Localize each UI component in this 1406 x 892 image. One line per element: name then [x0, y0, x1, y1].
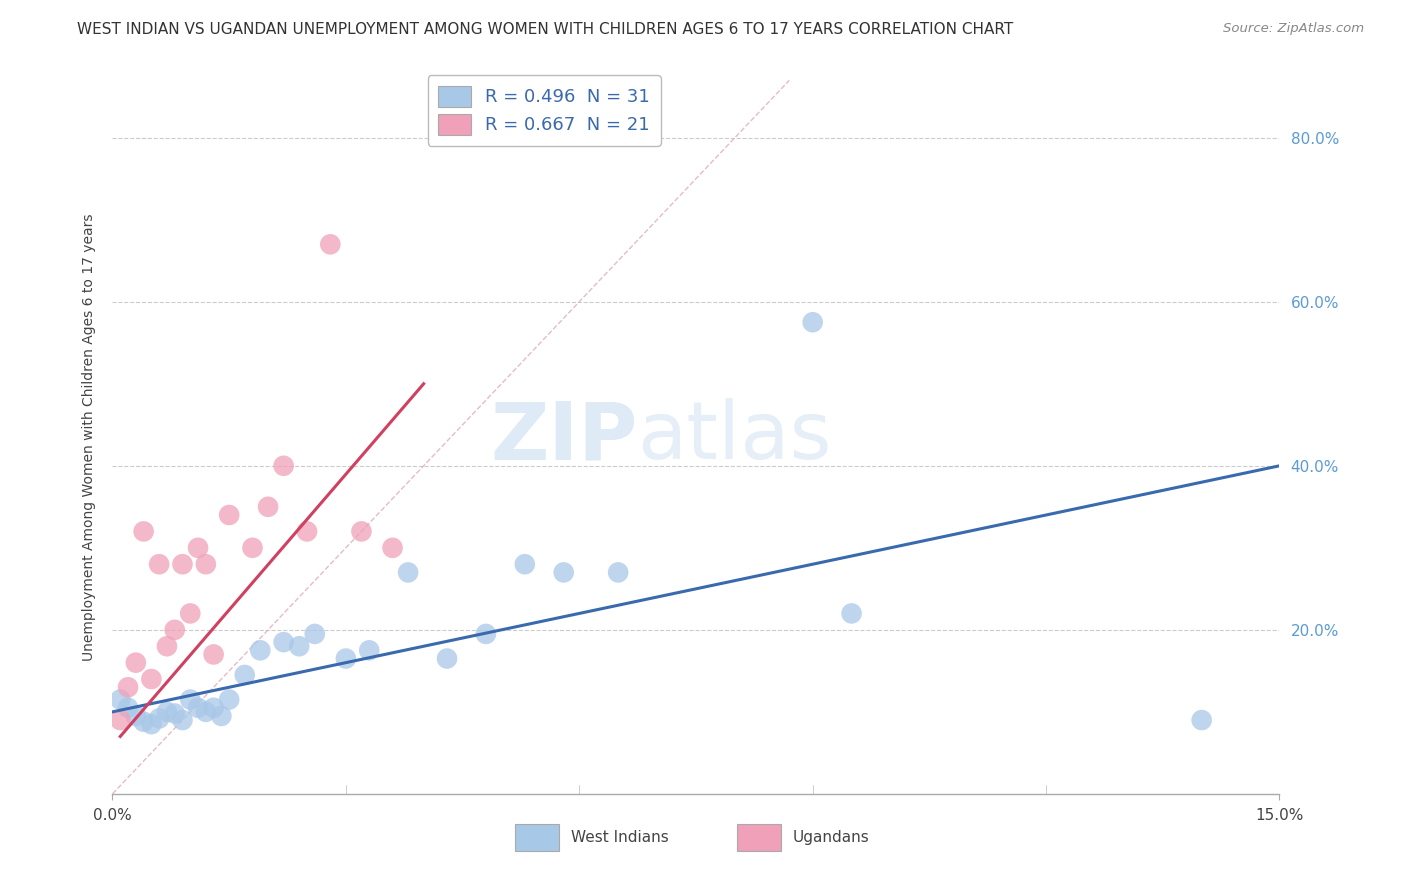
Point	[273, 458, 295, 473]
Point	[396, 566, 419, 580]
Point	[381, 541, 404, 555]
Point	[218, 508, 240, 522]
Point	[148, 711, 170, 725]
Point	[1191, 713, 1213, 727]
Point	[141, 717, 163, 731]
Point	[304, 627, 326, 641]
Point	[179, 607, 201, 621]
Point	[163, 623, 186, 637]
Point	[110, 692, 132, 706]
Point	[350, 524, 373, 539]
Point	[187, 541, 209, 555]
Point	[202, 648, 225, 662]
Point	[163, 706, 186, 721]
Point	[249, 643, 271, 657]
Point	[172, 558, 194, 572]
Y-axis label: Unemployment Among Women with Children Ages 6 to 17 years: Unemployment Among Women with Children A…	[82, 213, 96, 661]
Point	[801, 315, 824, 329]
Point	[148, 558, 170, 572]
Point	[172, 713, 194, 727]
Point	[218, 692, 240, 706]
Point	[436, 651, 458, 665]
Point	[156, 639, 179, 653]
Point	[242, 541, 264, 555]
Point	[841, 607, 863, 621]
Point	[257, 500, 280, 514]
Point	[141, 672, 163, 686]
Point	[117, 700, 139, 714]
Point	[202, 700, 225, 714]
Point	[194, 558, 217, 572]
Point	[475, 627, 498, 641]
Point	[117, 680, 139, 694]
Point	[209, 709, 232, 723]
Text: Source: ZipAtlas.com: Source: ZipAtlas.com	[1223, 22, 1364, 36]
Point	[187, 700, 209, 714]
Point	[125, 709, 148, 723]
FancyBboxPatch shape	[737, 824, 782, 851]
Point	[194, 705, 217, 719]
Text: ZIP: ZIP	[491, 398, 638, 476]
Point	[319, 237, 342, 252]
Text: atlas: atlas	[638, 398, 832, 476]
Point	[132, 714, 155, 729]
Point	[233, 668, 256, 682]
Point	[513, 558, 536, 572]
Point	[273, 635, 295, 649]
Point	[553, 566, 575, 580]
FancyBboxPatch shape	[515, 824, 560, 851]
Point	[132, 524, 155, 539]
Point	[359, 643, 381, 657]
Point	[125, 656, 148, 670]
Text: Ugandans: Ugandans	[793, 830, 869, 845]
Legend: R = 0.496  N = 31, R = 0.667  N = 21: R = 0.496 N = 31, R = 0.667 N = 21	[427, 75, 661, 145]
Point	[607, 566, 630, 580]
Point	[179, 692, 201, 706]
Text: West Indians: West Indians	[571, 830, 669, 845]
Text: WEST INDIAN VS UGANDAN UNEMPLOYMENT AMONG WOMEN WITH CHILDREN AGES 6 TO 17 YEARS: WEST INDIAN VS UGANDAN UNEMPLOYMENT AMON…	[77, 22, 1014, 37]
Point	[156, 705, 179, 719]
Point	[110, 713, 132, 727]
Point	[295, 524, 318, 539]
Point	[335, 651, 357, 665]
Point	[288, 639, 311, 653]
